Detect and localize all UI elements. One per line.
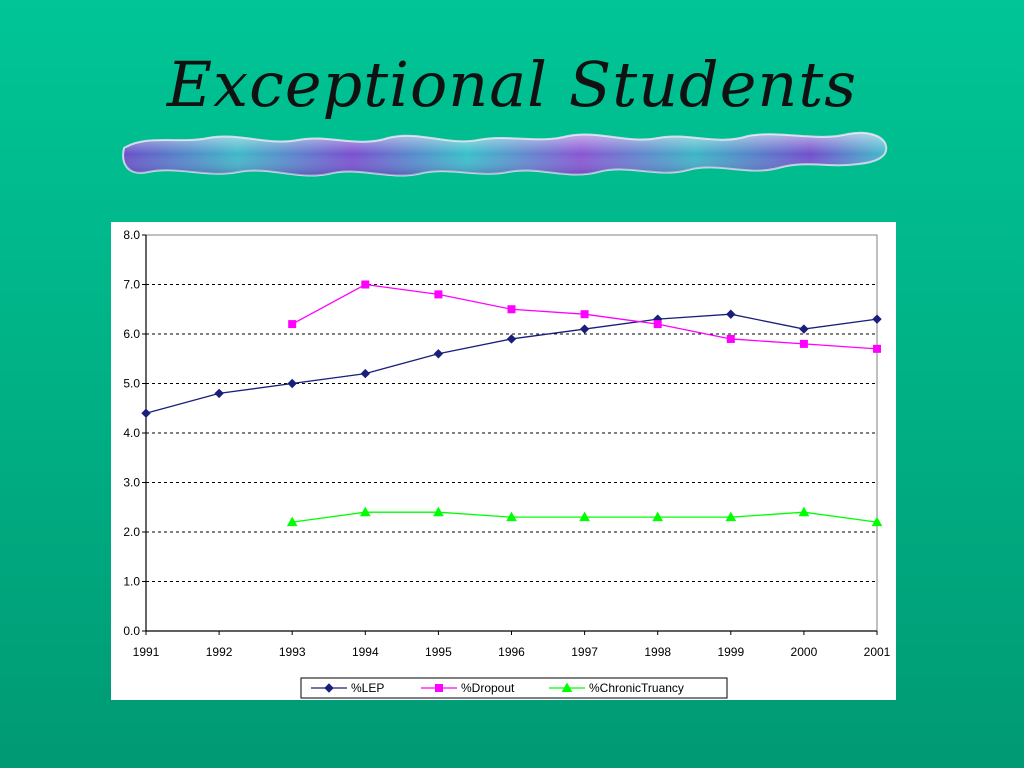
y-tick-label: 8.0 [123, 228, 140, 242]
legend-box [300, 677, 728, 699]
legend-marker [561, 682, 573, 692]
legend-item: %LEP [311, 681, 384, 695]
series-2 [286, 506, 883, 527]
x-tick-labels: 1991 1992 1993 1994 1995 1996 1997 1998 1999 2000… [133, 645, 891, 659]
data-point [580, 310, 589, 319]
x-tick-label: 1995 [425, 645, 452, 659]
data-point [798, 506, 810, 517]
x-tick-label: 2001 [864, 645, 891, 659]
y-tick-label: 7.0 [123, 278, 140, 292]
x-tick-label: 1994 [352, 645, 379, 659]
data-point [433, 506, 444, 517]
chart-panel: 0.0 1.0 2.0 3.0 4.0 5.0 6.0 7.0 8.0 1991 1992 1993… [111, 222, 896, 700]
decorative-brush-stroke [122, 131, 888, 177]
x-tick-label: 1991 [133, 645, 160, 659]
x-tick-label: 2000 [791, 645, 818, 659]
data-point [726, 334, 735, 343]
x-tick-label: 1992 [206, 645, 233, 659]
y-tick-label: 3.0 [123, 476, 140, 490]
data-point [579, 511, 590, 522]
data-point [799, 339, 808, 348]
legend-marker [435, 684, 443, 692]
data-point [871, 516, 883, 527]
y-tick-label: 2.0 [123, 525, 140, 539]
series-line [145, 313, 878, 414]
axes [142, 234, 878, 635]
legend-label: %ChronicTruancy [589, 681, 684, 695]
y-tick-label: 4.0 [123, 426, 140, 440]
y-tick-label: 6.0 [123, 327, 140, 341]
legend-item: %ChronicTruancy [549, 681, 684, 695]
data-point [361, 280, 370, 289]
data-point [287, 378, 297, 389]
data-point [726, 309, 736, 319]
data-point [360, 368, 371, 379]
x-tick-label: 1997 [571, 645, 598, 659]
y-tick-label: 5.0 [123, 377, 140, 391]
legend-label: %Dropout [461, 681, 515, 695]
data-point [214, 388, 224, 399]
series-1 [288, 280, 881, 353]
legend-label: %LEP [351, 681, 384, 695]
data-point [653, 320, 662, 329]
data-point [579, 324, 590, 334]
slide-title: Exceptional Students [166, 48, 858, 121]
data-point [288, 320, 297, 329]
data-point [507, 305, 516, 314]
legend-item: %Dropout [421, 681, 515, 695]
data-point [873, 344, 881, 353]
data-point [872, 314, 882, 324]
series-lines [141, 280, 883, 527]
data-point [286, 516, 298, 527]
x-tick-label: 1999 [717, 645, 744, 659]
y-tick-label: 1.0 [123, 575, 140, 589]
y-tick-labels: 0.0 1.0 2.0 3.0 4.0 5.0 6.0 7.0 8.0 [123, 228, 140, 638]
data-point [799, 324, 809, 334]
y-tick-label: 0.0 [123, 624, 140, 638]
data-point [506, 334, 517, 344]
legend: %LEP %Dropout %ChronicTruancy [300, 677, 728, 699]
data-point [652, 511, 664, 522]
data-point [434, 290, 443, 299]
data-point [141, 408, 151, 418]
data-point [359, 506, 371, 517]
x-tick-label: 1998 [644, 645, 671, 659]
data-point [433, 349, 444, 359]
data-point [725, 511, 737, 522]
data-point [506, 511, 517, 522]
gridlines [146, 284, 877, 582]
legend-marker [324, 683, 334, 693]
line-chart: 0.0 1.0 2.0 3.0 4.0 5.0 6.0 7.0 8.0 1991 1992 1993… [123, 228, 891, 699]
series-0 [141, 309, 882, 418]
x-tick-label: 1993 [279, 645, 306, 659]
x-tick-label: 1996 [498, 645, 525, 659]
